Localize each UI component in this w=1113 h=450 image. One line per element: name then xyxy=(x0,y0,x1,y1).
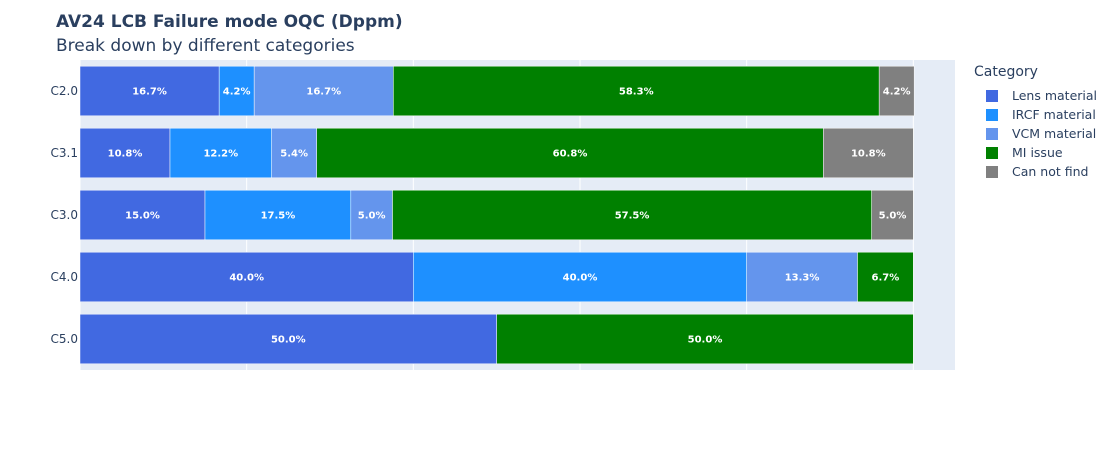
data-label: 40.0% xyxy=(563,273,598,284)
legend-label: MI issue xyxy=(1012,145,1063,160)
bar-segment xyxy=(857,251,914,303)
bar-segment xyxy=(746,251,858,303)
bar-segment xyxy=(79,313,497,365)
data-label: 4.2% xyxy=(223,87,251,98)
data-label: 5.0% xyxy=(879,211,907,222)
legend-swatch xyxy=(986,165,998,178)
y-tick-label: C3.1 xyxy=(51,146,78,160)
bar-segment xyxy=(79,189,206,241)
legend-label: Can not find xyxy=(1012,164,1089,179)
legend-item[interactable]: MI issue xyxy=(974,143,1097,162)
data-label: 12.2% xyxy=(203,149,238,160)
legend-swatch xyxy=(986,146,998,159)
legend-label: VCM material xyxy=(1012,126,1097,141)
data-label: 5.4% xyxy=(280,149,308,160)
data-label: 13.3% xyxy=(785,273,820,284)
legend-item[interactable]: Can not find xyxy=(974,162,1097,181)
data-label: 58.3% xyxy=(619,87,654,98)
y-tick-label: C3.0 xyxy=(51,208,78,222)
y-tick-label: C4.0 xyxy=(51,270,78,284)
bar-segment xyxy=(392,189,872,241)
bar-segment xyxy=(169,127,272,179)
bar-segment xyxy=(79,65,220,117)
y-tick-label: C2.0 xyxy=(51,84,78,98)
legend-swatch xyxy=(986,89,998,102)
data-label: 16.7% xyxy=(132,87,167,98)
bar-segment xyxy=(79,251,414,303)
bar-segment xyxy=(204,189,352,241)
data-label: 5.0% xyxy=(358,211,386,222)
bar-segment xyxy=(350,189,393,241)
legend-item[interactable]: VCM material xyxy=(974,124,1097,143)
data-label: 6.7% xyxy=(872,273,900,284)
data-label: 17.5% xyxy=(261,211,296,222)
data-label: 57.5% xyxy=(615,211,650,222)
legend-swatch xyxy=(986,127,998,140)
data-label: 50.0% xyxy=(688,335,723,346)
data-label: 15.0% xyxy=(125,211,160,222)
bar-segment xyxy=(878,65,915,117)
bar-segment xyxy=(413,251,747,303)
legend: Category Lens material IRCF material VCM m… xyxy=(974,64,1097,181)
data-label: 50.0% xyxy=(271,335,306,346)
data-label: 40.0% xyxy=(229,273,264,284)
bar-segment xyxy=(496,313,914,365)
legend-item[interactable]: Lens material xyxy=(974,86,1097,105)
chart-title: AV24 LCB Failure mode OQC (Dppm) xyxy=(56,12,403,32)
chart-subtitle: Break down by different categories xyxy=(56,36,355,56)
legend-swatch xyxy=(986,108,998,121)
bar-segment xyxy=(823,127,914,179)
legend-item[interactable]: IRCF material xyxy=(974,105,1097,124)
legend-label: Lens material xyxy=(1012,88,1098,103)
bar-segment xyxy=(271,127,317,179)
data-label: 60.8% xyxy=(553,149,588,160)
bar-segment xyxy=(871,189,914,241)
bar-segment xyxy=(79,127,171,179)
legend-label: IRCF material xyxy=(1012,107,1096,122)
legend-title: Category xyxy=(974,64,1038,80)
data-label: 16.7% xyxy=(306,87,341,98)
data-label: 10.8% xyxy=(851,149,886,160)
data-label: 4.2% xyxy=(883,87,911,98)
y-tick-label: C5.0 xyxy=(51,332,78,346)
data-label: 10.8% xyxy=(108,149,143,160)
